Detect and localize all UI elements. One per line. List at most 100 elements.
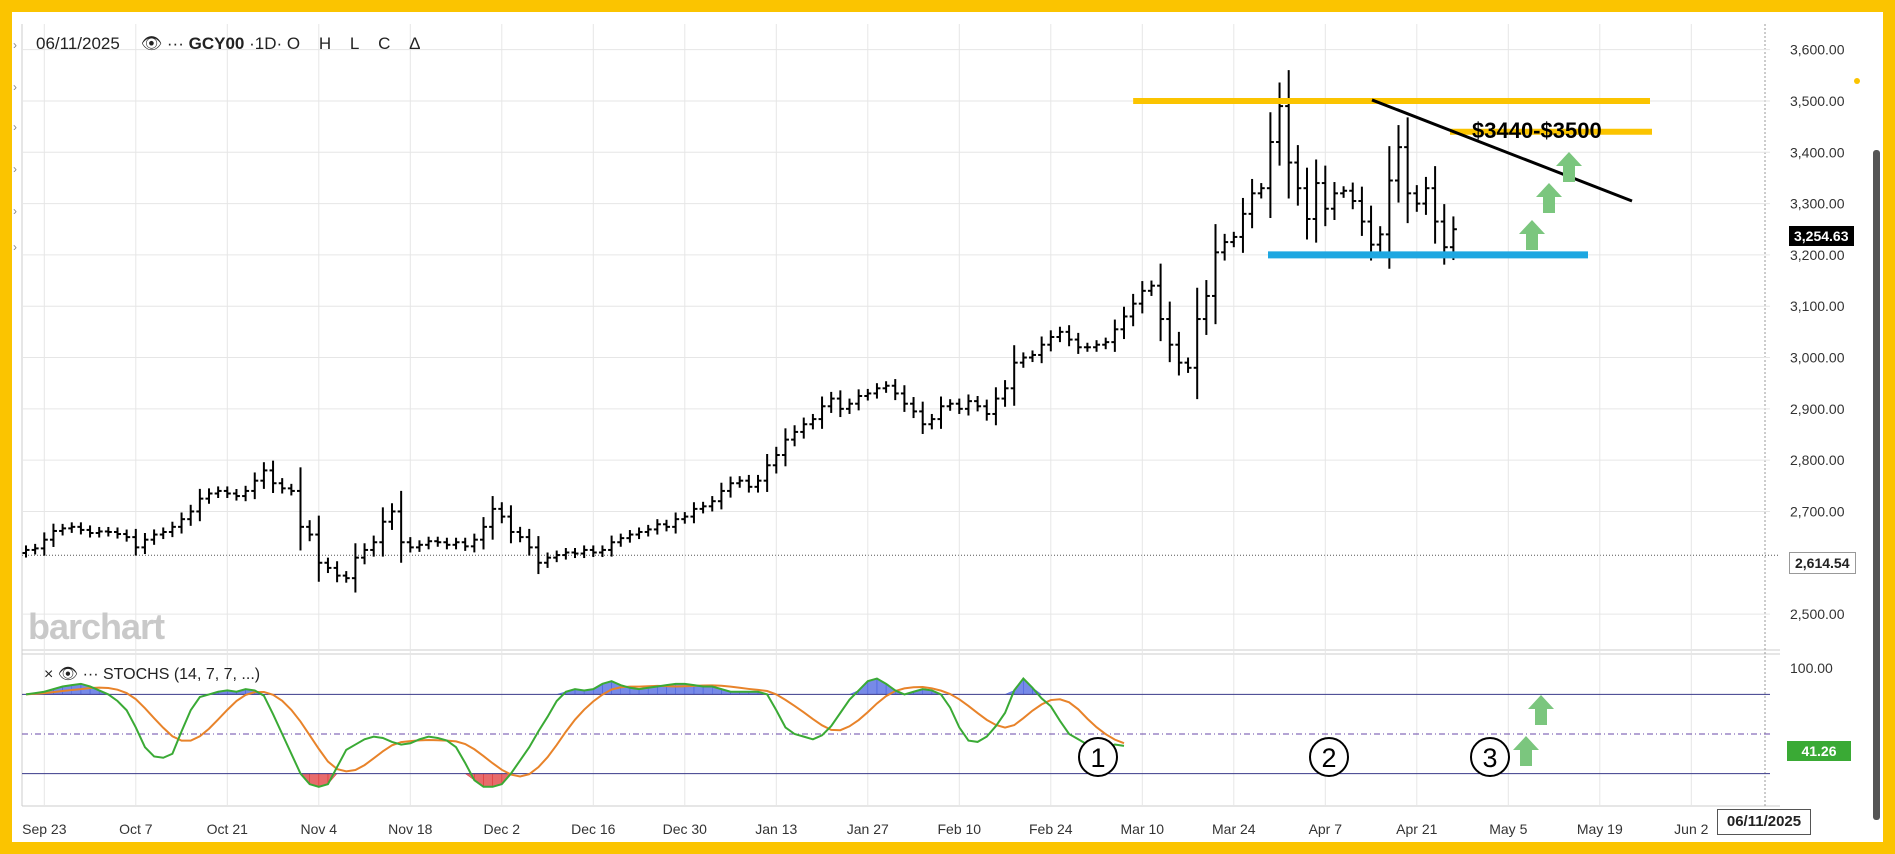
ohlc-bar bbox=[306, 520, 314, 542]
ohlc-bar bbox=[1074, 332, 1082, 354]
marker-number: 1 bbox=[1090, 743, 1105, 773]
ohlc-bar bbox=[205, 488, 213, 504]
ohlc-bar bbox=[1276, 82, 1284, 166]
ohlc-bar bbox=[351, 543, 359, 593]
ohlc-bar bbox=[544, 552, 552, 568]
x-tick-label: Apr 7 bbox=[1309, 821, 1343, 837]
ohlc-bar bbox=[168, 521, 176, 538]
ohlc-bar bbox=[187, 504, 195, 526]
stochastic-panel: 100.00 bbox=[22, 660, 1833, 788]
ohlc-bar bbox=[1312, 159, 1320, 243]
ohlc-bar bbox=[1385, 146, 1393, 269]
ohlc-change: Δ bbox=[409, 34, 421, 53]
marker-number: 2 bbox=[1321, 743, 1336, 773]
x-tick-label: Apr 21 bbox=[1396, 821, 1437, 837]
ohlc-bar bbox=[964, 394, 972, 416]
ohlc-bar bbox=[1404, 117, 1412, 224]
x-tick-label: Jun 2 bbox=[1674, 821, 1708, 837]
ohlc-bar bbox=[132, 528, 140, 556]
ohlc-bar bbox=[40, 532, 48, 556]
ohlc-bar bbox=[974, 396, 982, 412]
ohlc-bar bbox=[727, 476, 735, 498]
ohlc-bar bbox=[232, 488, 240, 501]
ohlc-bar bbox=[95, 526, 103, 538]
ohlc-bar bbox=[534, 536, 542, 575]
close-icon[interactable]: × bbox=[44, 666, 54, 683]
sidebar-chevron-icon[interactable]: › bbox=[13, 120, 17, 134]
ohlc-bar bbox=[1230, 231, 1238, 248]
stoch-dots[interactable]: ··· bbox=[82, 666, 99, 683]
y-tick-label: 3,600.00 bbox=[1790, 42, 1845, 58]
y-tick-label: 3,000.00 bbox=[1790, 350, 1845, 366]
ohlc-bar bbox=[214, 486, 222, 499]
ohlc-bar bbox=[1239, 197, 1247, 253]
header-interval[interactable]: ·1D· bbox=[249, 34, 283, 53]
ohlc-bar bbox=[498, 502, 506, 524]
eye-icon[interactable]: 👁 bbox=[140, 34, 163, 53]
ohlc-bar bbox=[617, 533, 625, 547]
x-tick-label: May 5 bbox=[1489, 821, 1527, 837]
marker-circle bbox=[1078, 737, 1118, 777]
ohlc-bar bbox=[1285, 70, 1293, 199]
sidebar-chevron-icon[interactable]: › bbox=[13, 38, 17, 52]
ohlc-bar bbox=[1422, 176, 1430, 215]
sidebar-chevron-icon[interactable]: › bbox=[13, 80, 17, 94]
sidebar-chevron-icon[interactable]: › bbox=[13, 240, 17, 254]
ohlc-bar bbox=[827, 391, 835, 413]
ohlc-bar bbox=[1129, 293, 1137, 327]
ohlc-bar bbox=[1166, 301, 1174, 363]
ohlc-bar bbox=[754, 474, 762, 493]
eye-icon[interactable]: 👁 bbox=[57, 666, 79, 683]
ohlc-bar bbox=[1330, 182, 1338, 221]
header-dots[interactable]: ··· bbox=[166, 34, 184, 53]
stoch-header: × 👁 ··· STOCHS (14, 7, 7, ...) bbox=[44, 664, 260, 684]
ohlc-bar bbox=[983, 399, 991, 421]
ohlc-bar bbox=[910, 397, 918, 419]
ohlc-bar bbox=[937, 396, 945, 429]
x-tick-label: Feb 24 bbox=[1029, 821, 1073, 837]
ohlc-bar bbox=[672, 512, 680, 534]
ohlc-bar bbox=[836, 390, 844, 418]
ohlc-bar bbox=[873, 383, 881, 399]
ohlc-bar bbox=[608, 535, 616, 557]
ohlc-bar bbox=[49, 523, 57, 547]
ohlc-bar bbox=[745, 474, 753, 493]
current-price-label: 3,254.63 bbox=[1789, 226, 1854, 246]
x-tick-label: Feb 10 bbox=[938, 821, 982, 837]
ohlc-bar bbox=[470, 533, 478, 553]
ohlc-bar bbox=[1294, 145, 1302, 206]
ohlc-bar bbox=[1047, 330, 1055, 352]
header-symbol[interactable]: GCY00 bbox=[188, 34, 245, 53]
sidebar-chevron-icon[interactable]: › bbox=[13, 162, 17, 176]
ohlc-bar bbox=[114, 527, 121, 539]
ohlc-bar bbox=[68, 522, 76, 533]
y-tick-label: 3,100.00 bbox=[1790, 298, 1845, 314]
ohlc-bar bbox=[681, 512, 689, 524]
ohlc-bar bbox=[919, 401, 927, 434]
ohlc-bar bbox=[928, 413, 936, 430]
ohlc-bar bbox=[342, 571, 350, 583]
ohlc-bar bbox=[708, 496, 716, 512]
ohlc-bar bbox=[800, 417, 808, 439]
ohlc-bar bbox=[1321, 165, 1329, 227]
ohlc-bar bbox=[415, 540, 423, 552]
stoch-y-tick-label: 100.00 bbox=[1790, 660, 1833, 676]
current-date-box: 06/11/2025 bbox=[1717, 809, 1811, 835]
ohlc-bar bbox=[699, 501, 707, 514]
ohlc-bar bbox=[361, 543, 369, 565]
ohlc-bar bbox=[1193, 287, 1201, 400]
trendline bbox=[1371, 98, 1633, 203]
y-tick-label: 3,300.00 bbox=[1790, 196, 1845, 212]
up-arrow-icon bbox=[1536, 183, 1562, 213]
ohlc-bar bbox=[1248, 178, 1256, 229]
sidebar-chevron-icon[interactable]: › bbox=[13, 204, 17, 218]
x-tick-label: Jan 13 bbox=[755, 821, 797, 837]
ohlc-bar bbox=[1001, 380, 1009, 407]
ohlc-bar bbox=[1138, 281, 1146, 314]
ohlc-bar bbox=[891, 379, 899, 401]
ohlc-bar bbox=[379, 507, 387, 557]
y-tick-label: 2,500.00 bbox=[1790, 606, 1845, 622]
ohlc-bar bbox=[406, 537, 414, 553]
